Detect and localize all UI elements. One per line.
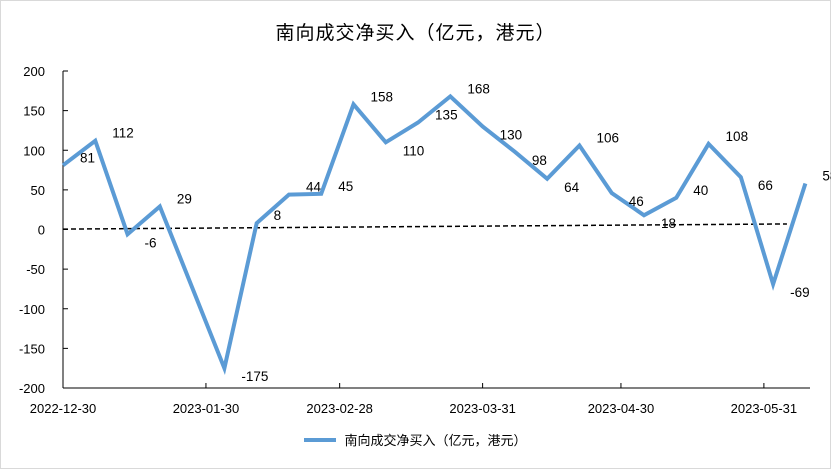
legend-swatch	[304, 437, 337, 442]
data-label: 158	[371, 89, 394, 104]
y-tick-label: -200	[19, 381, 45, 396]
data-label: 168	[467, 81, 490, 96]
data-label: 58	[822, 169, 831, 184]
data-label: 130	[500, 127, 523, 142]
data-label: 46	[629, 194, 644, 209]
y-tick-label: -150	[19, 341, 45, 356]
data-label: 106	[596, 130, 619, 145]
y-tick-label: -50	[26, 262, 45, 277]
data-label: -6	[145, 235, 157, 250]
data-label: -69	[790, 285, 810, 300]
data-label: 8	[274, 208, 282, 223]
x-tick-label: 2023-01-30	[173, 401, 240, 416]
y-tick-label: 150	[23, 104, 45, 119]
y-tick-label: 200	[23, 64, 45, 79]
data-label: 29	[177, 192, 192, 207]
series-line	[61, 93, 808, 375]
y-tick-label: -100	[19, 302, 45, 317]
trend-line	[62, 223, 787, 230]
y-tick-label: 0	[38, 223, 45, 238]
data-label: 45	[338, 179, 353, 194]
data-label: 66	[758, 178, 773, 193]
data-label: 108	[726, 129, 749, 144]
data-label: 112	[112, 126, 134, 141]
chart-title: 南向成交净买入（亿元，港元）	[275, 22, 556, 44]
legend-label: 南向成交净买入（亿元，港元）	[344, 434, 527, 449]
data-label: 81	[80, 150, 95, 165]
data-label: 110	[403, 143, 425, 158]
x-tick-label: 2023-03-31	[449, 401, 516, 416]
x-tick-label: 2023-02-28	[306, 401, 373, 416]
data-label: 44	[306, 180, 322, 195]
data-label: 98	[532, 153, 547, 168]
data-label: 18	[661, 216, 676, 231]
x-tick-label: 2023-05-31	[731, 401, 798, 416]
data-label: -175	[241, 369, 268, 384]
y-tick-label: 100	[23, 143, 45, 158]
x-tick-label: 2023-04-30	[588, 401, 655, 416]
x-tick-label: 2022-12-30	[30, 401, 97, 416]
data-label: 40	[693, 183, 708, 198]
data-label: 64	[564, 180, 580, 195]
y-tick-label: 50	[31, 183, 45, 198]
legend: 南向成交净买入（亿元，港元）	[0, 430, 831, 449]
data-label: 135	[435, 108, 458, 123]
